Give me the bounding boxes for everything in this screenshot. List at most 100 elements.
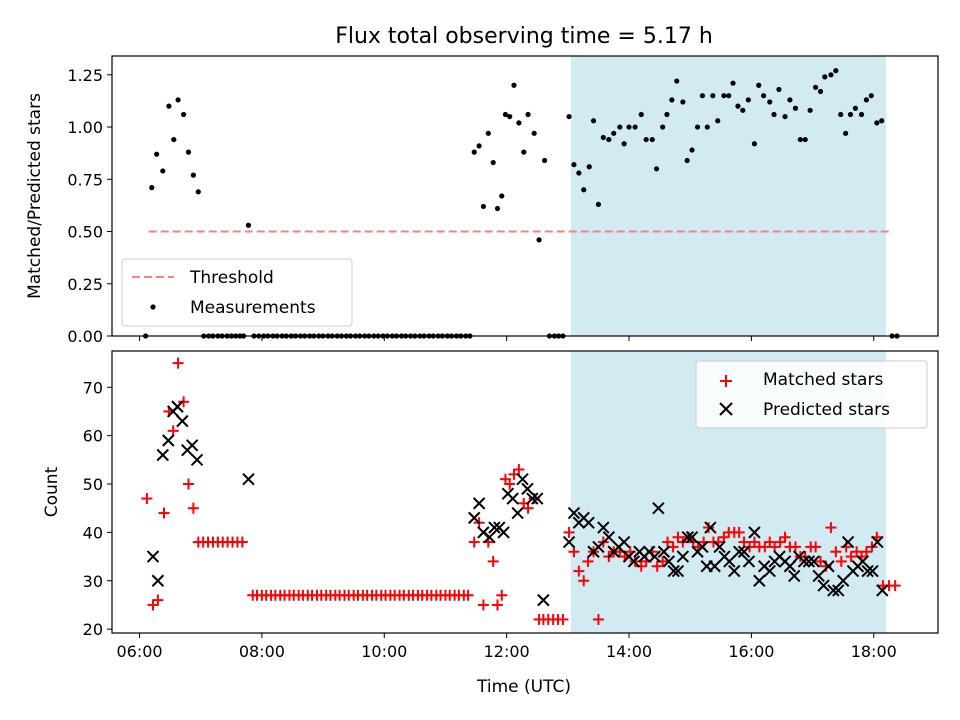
predicted-star-point [737,545,751,558]
predicted-star-point [704,521,717,534]
predicted-star-point [190,453,204,467]
matched-star-point [147,599,159,611]
measurement-point [190,172,196,178]
measurement-point [726,93,732,99]
predicted-star-point [812,569,825,583]
measurement-point [833,68,839,74]
measurement-point [664,111,670,118]
predicted-star-point [742,555,756,568]
top-shaded-span [570,56,886,336]
predicted-star-point [597,521,610,534]
measurement-point [684,157,690,164]
predicted-star-point [602,531,616,544]
measurement-point [674,78,680,84]
matched-star-point [830,546,842,558]
top-axes: 0.00 0.25 0.50 0.75 1.00 1.25 [67,66,875,346]
x-tick-label: 18:00 [851,642,897,661]
predicted-star-point [652,501,665,515]
matched-star-point [496,589,508,601]
measurement-point [863,97,870,103]
measurement-point [499,193,505,199]
measurement-point [195,189,201,195]
measurement-point [797,136,803,143]
top-y-tick-label: 0.50 [67,223,103,242]
x-tick-label: 12:00 [484,642,530,661]
chart-title: Flux total observing time = 5.17 h [335,24,713,49]
measurement-point [787,97,793,103]
measurement-point [154,151,160,157]
bottom-y-tick-label: 30 [83,572,103,591]
predicted-star-point [488,521,501,534]
matched-star-point [513,464,525,476]
x-tick-label: 06:00 [116,642,162,661]
predicted-star-point [671,564,685,578]
measurement-point [611,130,617,136]
measurement-point [626,124,632,130]
measurement-point [817,88,824,95]
predicted-star-point [617,535,631,549]
matched-star-point [141,493,153,505]
predicted-star-point [171,400,184,413]
bottom-legend: Matched stars Predicted stars [695,360,928,429]
measurement-point [813,84,819,90]
bottom-y-tick-label: 70 [83,378,103,397]
predicted-star-point [156,448,169,462]
predicted-star-point [483,531,496,544]
top-y-tick-label: 0.25 [67,275,103,294]
measurement-point [525,111,531,118]
predicted-star-point [802,555,816,568]
measurement-point [160,168,166,174]
measurement-point [480,203,486,210]
matched-star-point [810,541,822,553]
measurement-point [171,136,177,143]
measurement-point [689,147,695,153]
threshold-legend-label: Threshold [189,268,274,288]
matched-star-point [504,478,516,490]
matched-star-point [662,536,674,548]
predicted-star-point [822,560,835,573]
matched-star-point [764,536,776,548]
matched-star-point [718,531,730,543]
measurement-point [185,149,192,155]
bottom-y-tick-label: 50 [83,475,103,494]
bottom-legend-box [695,360,928,429]
measurement-point [852,105,859,111]
x-tick-label: 14:00 [606,642,652,661]
measurement-point [507,113,513,120]
measurement-point [721,93,727,99]
measurements-legend-swatch [150,304,156,310]
measurement-point [590,118,597,124]
predicted-star-point [526,492,539,505]
predicted-star-point [662,555,675,568]
matched-star-point [462,589,474,601]
bottom-y-tick-label: 20 [83,620,103,639]
bottom-y-tick-label: 60 [83,427,103,446]
matched-star-point [491,599,503,611]
matched-star-point [703,522,715,534]
measurement-point [576,170,582,176]
measurement-point [858,111,865,118]
x-tick-label: 08:00 [239,642,285,661]
measurement-point [802,136,808,143]
measurement-point [767,99,773,105]
matched-star-point [845,551,857,563]
measurement-point [600,134,606,141]
measurement-point [516,120,522,126]
predicted-star-point [841,535,855,549]
measurement-point [471,149,477,155]
matched-star-point [835,555,847,567]
predicted-star-point [506,492,519,505]
predicted-star-point [151,574,165,587]
matched-star-point [582,555,594,567]
predicted-star-point [592,540,605,554]
matched-star-point [557,613,569,625]
x-axis-label: Time (UTC) [476,677,571,697]
bottom-y-tick-label: 40 [83,523,103,542]
matched-star-point [672,531,684,543]
measurement-point [843,130,849,136]
measurement-point [710,93,716,99]
measurement-point [761,93,767,99]
bottom-y-axis-label: Count [42,466,62,517]
predicted-star-point [657,545,671,558]
predicted-star-point [753,574,766,587]
